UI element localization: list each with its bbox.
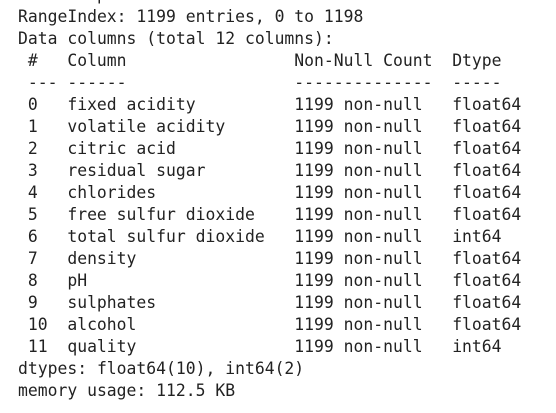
- cell: 11: [27, 337, 48, 356]
- cell: float64: [452, 117, 522, 136]
- header-line: <class 'pandas.core.frame.DataFrame'>: [18, 0, 556, 6]
- cell: int64: [452, 337, 502, 356]
- footer-line: memory usage: 112.5 KB: [18, 381, 236, 400]
- cell: 7: [27, 249, 38, 268]
- table-separator: --- ------ -------------- -----: [18, 72, 556, 94]
- cell: 1199 non-null: [294, 227, 423, 246]
- cell: 8: [27, 271, 38, 290]
- cell: float64: [452, 293, 522, 312]
- cell: ------: [67, 73, 127, 92]
- cell: 1199 non-null: [294, 271, 423, 290]
- cell: citric acid: [67, 139, 176, 158]
- table-row: 10 alcohol 1199 non-null float64: [18, 314, 556, 336]
- cell: 3: [27, 161, 38, 180]
- cell: float64: [452, 249, 522, 268]
- cell: quality: [67, 337, 137, 356]
- cell: free sulfur dioxide: [67, 205, 255, 224]
- cell: #: [27, 51, 38, 70]
- cell: 0: [27, 95, 38, 114]
- cell: total sulfur dioxide: [67, 227, 265, 246]
- footer-line: dtypes: float64(10), int64(2): [18, 359, 305, 378]
- cell: chlorides: [67, 183, 157, 202]
- table-row: 2 citric acid 1199 non-null float64: [18, 138, 556, 160]
- cell: sulphates: [67, 293, 157, 312]
- cell: float64: [452, 205, 522, 224]
- header-line: RangeIndex: 1199 entries, 0 to 1198: [18, 7, 364, 26]
- cell: Column: [67, 51, 127, 70]
- cell: 1199 non-null: [294, 161, 423, 180]
- cell: 1199 non-null: [294, 293, 423, 312]
- cell: 1199 non-null: [294, 337, 423, 356]
- cell: float64: [452, 315, 522, 334]
- table-row: 9 sulphates 1199 non-null float64: [18, 292, 556, 314]
- table-row: 5 free sulfur dioxide 1199 non-null float64: [18, 204, 556, 226]
- cell: 1199 non-null: [294, 205, 423, 224]
- cell: float64: [452, 139, 522, 158]
- cell: Dtype: [452, 51, 502, 70]
- cell: Non-Null Count: [294, 51, 433, 70]
- cell: 1: [27, 117, 38, 136]
- cell: residual sugar: [67, 161, 206, 180]
- cell: 1199 non-null: [294, 249, 423, 268]
- table-row: 4 chlorides 1199 non-null float64: [18, 182, 556, 204]
- cell: 5: [27, 205, 38, 224]
- cell: 6: [27, 227, 38, 246]
- table-row: 1 volatile acidity 1199 non-null float64: [18, 116, 556, 138]
- header-line: Data columns (total 12 columns):: [18, 29, 334, 48]
- cell: 9: [27, 293, 38, 312]
- cell: 2: [27, 139, 38, 158]
- table-row: 7 density 1199 non-null float64: [18, 248, 556, 270]
- cell: 1199 non-null: [294, 183, 423, 202]
- cell: density: [67, 249, 137, 268]
- cell: float64: [452, 161, 522, 180]
- cell: 1199 non-null: [294, 95, 423, 114]
- cell: float64: [452, 183, 522, 202]
- cell: pH: [67, 271, 88, 290]
- cell: fixed acidity: [67, 95, 196, 114]
- cell: 1199 non-null: [294, 315, 423, 334]
- cell: int64: [452, 227, 502, 246]
- cell: -----: [452, 73, 502, 92]
- table-header: # Column Non-Null Count Dtype: [18, 50, 556, 72]
- cell: alcohol: [67, 315, 137, 334]
- cell: 4: [27, 183, 38, 202]
- cell: volatile acidity: [67, 117, 226, 136]
- cell: float64: [452, 271, 522, 290]
- cell: 1199 non-null: [294, 139, 423, 158]
- table-row: 3 residual sugar 1199 non-null float64: [18, 160, 556, 182]
- table-row: 6 total sulfur dioxide 1199 non-null int64: [18, 226, 556, 248]
- cell: 1199 non-null: [294, 117, 423, 136]
- cell: 10: [27, 315, 48, 334]
- table-row: 0 fixed acidity 1199 non-null float64: [18, 94, 556, 116]
- table-row: 11 quality 1199 non-null int64: [18, 336, 556, 358]
- table-row: 8 pH 1199 non-null float64: [18, 270, 556, 292]
- cell: ---: [27, 73, 58, 92]
- cell: --------------: [294, 73, 433, 92]
- cell: float64: [452, 95, 522, 114]
